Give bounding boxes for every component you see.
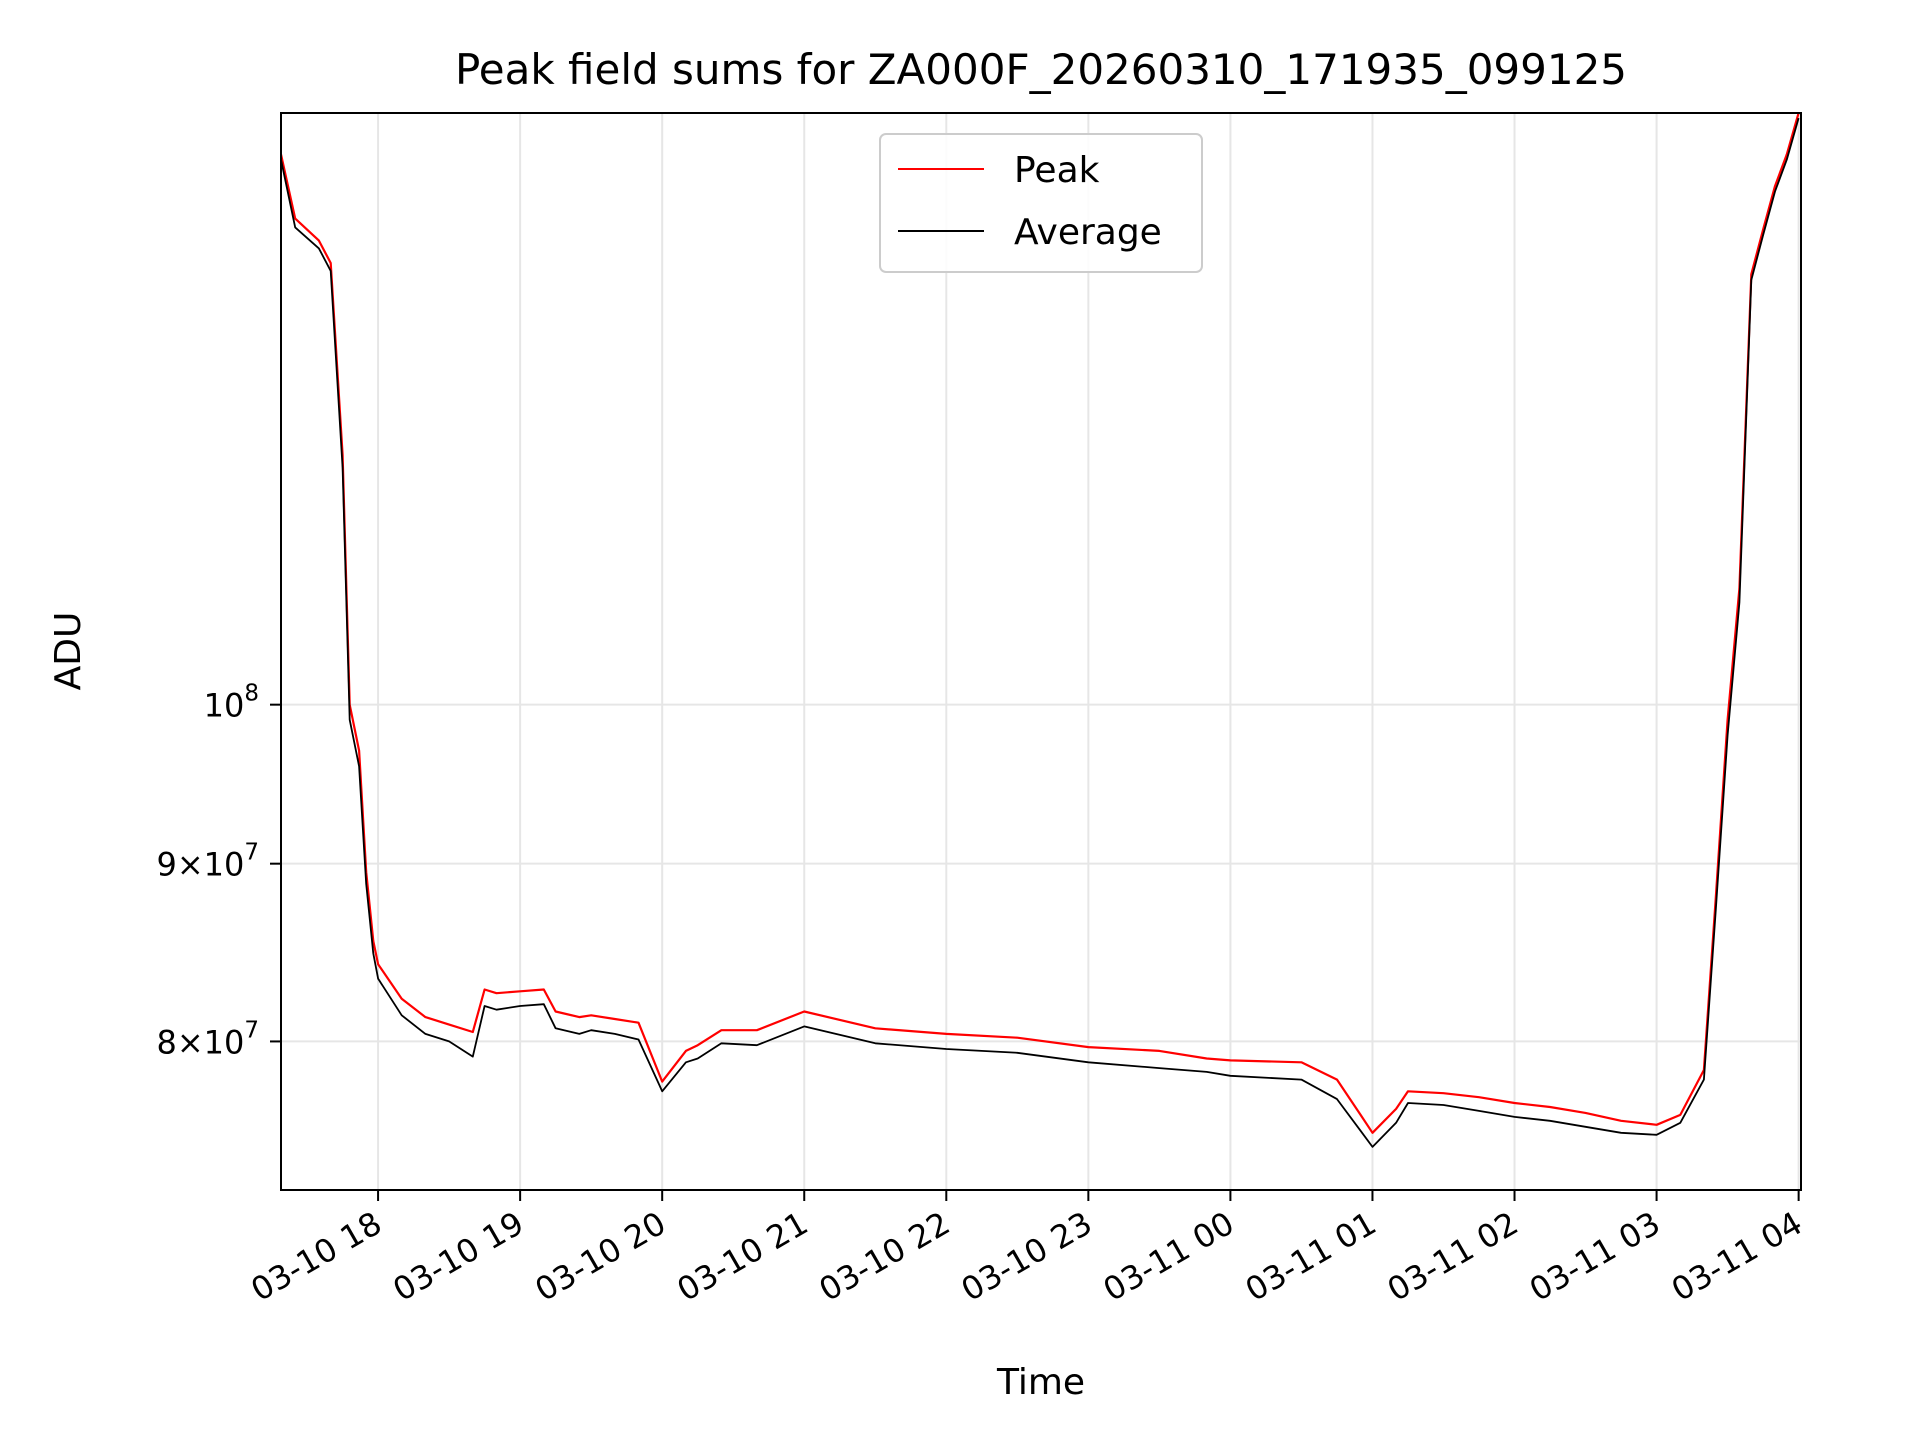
legend: Peak Average [879,133,1203,273]
y-tick-label: 9×107 [156,840,259,884]
y-tick-label: 8×107 [156,1017,259,1061]
series-line-average [281,117,1800,1148]
y-axis: 8×107 9×107 108 [156,681,281,1061]
chart-title: Peak field sums for ZA000F_20260310_1719… [455,45,1627,94]
y-tick-label: 108 [204,681,259,725]
legend-label-average: Average [1014,212,1162,253]
series-line-peak [281,113,1800,1134]
plot-series [281,113,1800,1148]
legend-label-peak: Peak [1014,150,1100,191]
grid [281,113,1801,1190]
plot-frame [280,112,1802,1191]
x-axis-label: Time [996,1362,1085,1403]
y-axis-label: ADU [48,612,89,691]
